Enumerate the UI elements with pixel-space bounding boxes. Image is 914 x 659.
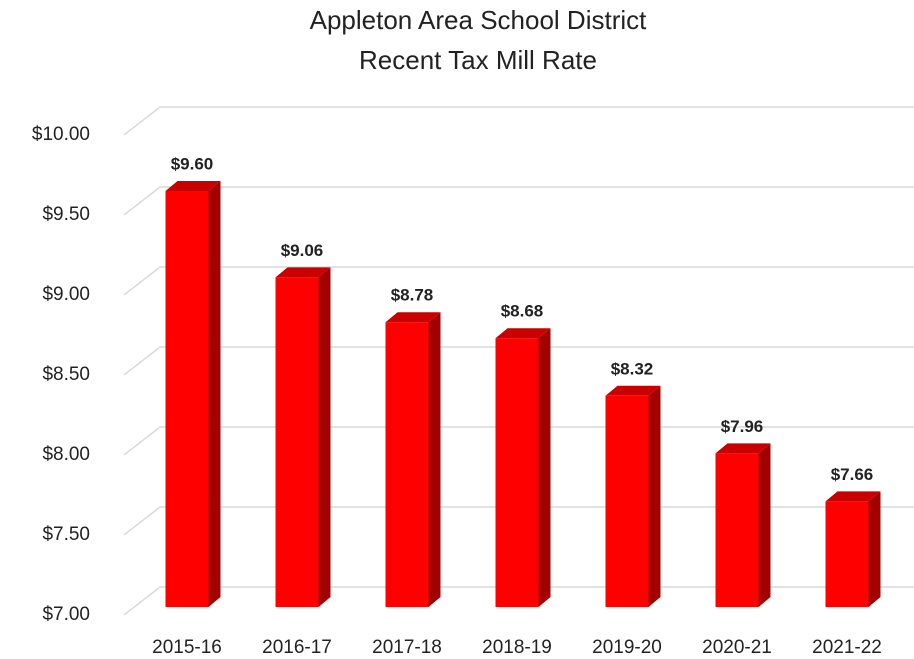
bar-side xyxy=(428,312,441,607)
grid-side xyxy=(123,506,161,536)
bar-top xyxy=(385,312,441,323)
value-label: $8.32 xyxy=(611,359,654,378)
grid-side xyxy=(123,346,161,376)
value-label: $7.66 xyxy=(831,465,874,484)
x-tick-label: 2015-16 xyxy=(152,637,222,658)
bar-top xyxy=(165,181,221,191)
bar-top xyxy=(715,443,771,454)
y-tick-label: $8.00 xyxy=(42,444,90,465)
grid-side xyxy=(123,266,161,296)
x-tick-label: 2019-20 xyxy=(592,637,662,658)
y-tick-label: $8.50 xyxy=(42,364,90,385)
bar-side xyxy=(758,443,771,607)
x-tick-label: 2021-22 xyxy=(812,637,882,658)
y-tick-label: $7.50 xyxy=(42,524,90,545)
bar-side xyxy=(868,491,881,607)
bar xyxy=(825,501,869,607)
grid-side xyxy=(123,186,161,216)
bar-side xyxy=(538,328,551,607)
value-label: $7.96 xyxy=(721,417,764,436)
y-tick-label: $9.00 xyxy=(42,284,90,305)
bar-top xyxy=(495,328,551,339)
bar-top xyxy=(605,385,661,396)
chart-subtitle: Recent Tax Mill Rate xyxy=(359,45,597,75)
bar-side xyxy=(318,267,331,607)
grid-side xyxy=(123,426,161,456)
y-tick-label: $7.00 xyxy=(42,604,90,625)
grid-side xyxy=(123,106,161,136)
value-label: $9.06 xyxy=(281,241,324,260)
bar-top xyxy=(825,491,881,502)
bar-top xyxy=(275,267,331,278)
bar xyxy=(165,191,209,607)
x-tick-label: 2020-21 xyxy=(702,637,772,658)
bar-side xyxy=(208,181,221,607)
bar xyxy=(275,277,319,607)
value-label: $8.78 xyxy=(391,286,434,305)
x-tick-label: 2017-18 xyxy=(372,637,442,658)
value-label: $9.60 xyxy=(171,154,214,173)
x-tick-label: 2018-19 xyxy=(482,637,552,658)
grid-side xyxy=(123,586,161,616)
chart-title: Appleton Area School District xyxy=(310,5,648,35)
y-tick-label: $10.00 xyxy=(32,124,90,145)
bar xyxy=(605,395,649,607)
x-tick-label: 2016-17 xyxy=(262,637,332,658)
bar xyxy=(495,338,539,607)
bar xyxy=(385,322,429,607)
bar xyxy=(715,453,759,607)
y-tick-label: $9.50 xyxy=(42,204,90,225)
value-label: $8.68 xyxy=(501,302,544,321)
bar-side xyxy=(648,385,661,607)
